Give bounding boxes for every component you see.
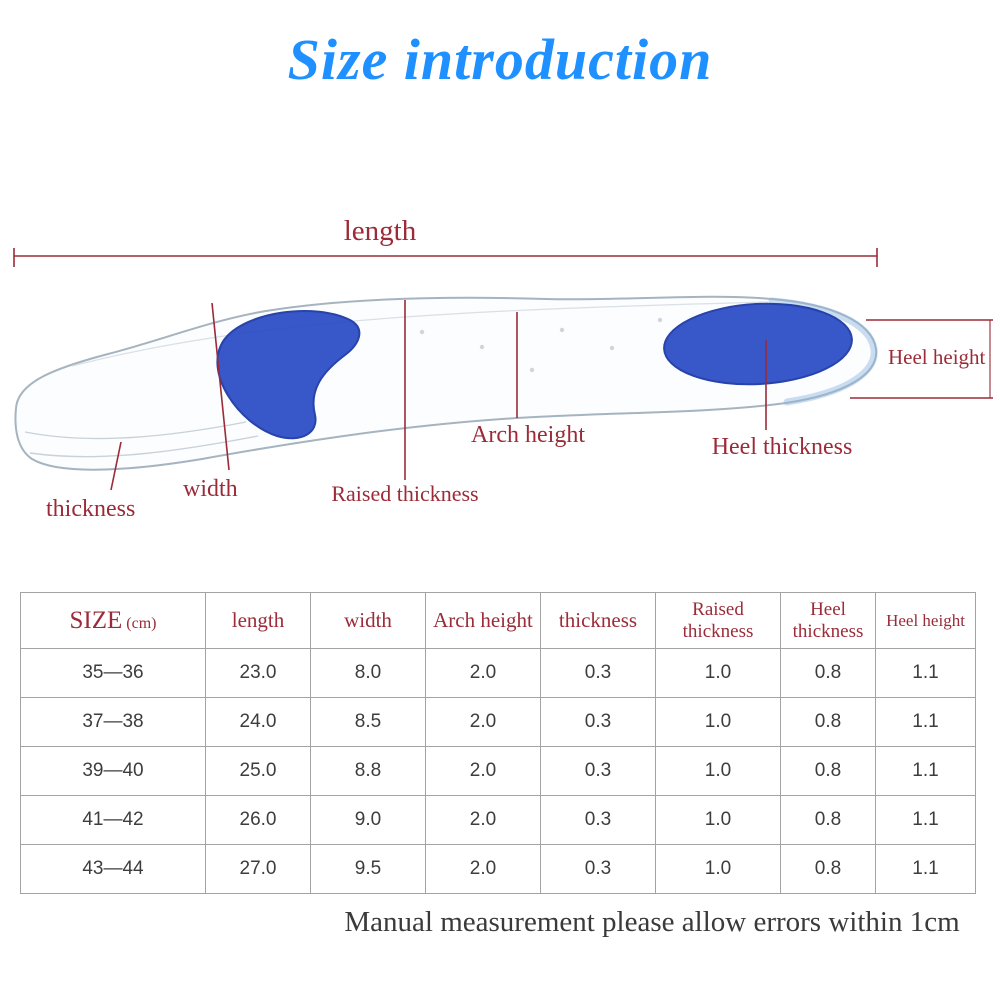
table-cell: 0.3 bbox=[540, 697, 656, 747]
table-cell: 8.8 bbox=[310, 746, 426, 796]
table-cell: 2.0 bbox=[425, 648, 541, 698]
table-cell: 1.0 bbox=[655, 844, 781, 894]
size-cell: 41—42 bbox=[20, 795, 206, 845]
col-header-width: width bbox=[310, 592, 426, 649]
table-row: 41—42 26.0 9.0 2.0 0.3 1.0 0.8 1.1 bbox=[20, 795, 976, 845]
table-cell: 2.0 bbox=[425, 844, 541, 894]
col-header-length: length bbox=[205, 592, 311, 649]
table-row: 35—36 23.0 8.0 2.0 0.3 1.0 0.8 1.1 bbox=[20, 648, 976, 698]
table-cell: 1.0 bbox=[655, 648, 781, 698]
table-row: 43—44 27.0 9.5 2.0 0.3 1.0 0.8 1.1 bbox=[20, 844, 976, 894]
width-pointer-line bbox=[211, 302, 230, 471]
label-raised-thickness: Raised thickness bbox=[331, 481, 479, 506]
size-header-unit: (cm) bbox=[126, 614, 157, 632]
table-row: 37—38 24.0 8.5 2.0 0.3 1.0 0.8 1.1 bbox=[20, 697, 976, 747]
surface-speck bbox=[529, 367, 535, 373]
col-header-raised-thickness: Raised thickness bbox=[655, 592, 781, 649]
table-cell: 0.3 bbox=[540, 795, 656, 845]
measurement-note: Manual measurement please allow errors w… bbox=[344, 906, 960, 938]
surface-speck bbox=[559, 327, 565, 333]
table-cell: 1.1 bbox=[875, 795, 976, 845]
col-header-size: SIZE (cm) bbox=[20, 592, 206, 649]
table-cell: 0.8 bbox=[780, 844, 876, 894]
table-cell: 2.0 bbox=[425, 795, 541, 845]
col-header-arch-height: Arch height bbox=[425, 592, 541, 649]
table-cell: 1.0 bbox=[655, 795, 781, 845]
table-row: 39—40 25.0 8.8 2.0 0.3 1.0 0.8 1.1 bbox=[20, 746, 976, 796]
table-cell: 0.3 bbox=[540, 844, 656, 894]
size-header-label: SIZE bbox=[69, 606, 123, 634]
table-cell: 0.3 bbox=[540, 648, 656, 698]
table-cell: 0.8 bbox=[780, 746, 876, 796]
table-cell: 1.1 bbox=[875, 746, 976, 796]
label-length: length bbox=[343, 215, 417, 247]
size-cell: 37—38 bbox=[20, 697, 206, 747]
table-cell: 25.0 bbox=[205, 746, 311, 796]
surface-speck bbox=[657, 317, 663, 323]
table-cell: 8.5 bbox=[310, 697, 426, 747]
label-heel-height: Heel height bbox=[888, 345, 986, 369]
heel-height-dimension-line bbox=[850, 319, 993, 399]
label-width: width bbox=[183, 476, 238, 502]
col-header-thickness: thickness bbox=[540, 592, 656, 649]
top-rim-line bbox=[71, 301, 769, 367]
size-cell: 43—44 bbox=[20, 844, 206, 894]
heel-gel-pad bbox=[663, 302, 853, 386]
table-cell: 26.0 bbox=[205, 795, 311, 845]
surface-speck bbox=[609, 345, 615, 351]
table-cell: 0.8 bbox=[780, 795, 876, 845]
table-cell: 0.3 bbox=[540, 746, 656, 796]
table-cell: 0.8 bbox=[780, 648, 876, 698]
insole-illustration bbox=[13, 248, 993, 491]
label-arch-height: Arch height bbox=[471, 422, 585, 448]
table-header-row: SIZE (cm) length width Arch height thickn… bbox=[20, 592, 976, 649]
label-thickness: thickness bbox=[46, 496, 136, 522]
col-header-heel-thickness: Heel thickness bbox=[780, 592, 876, 649]
table-cell: 1.0 bbox=[655, 697, 781, 747]
table-cell: 2.0 bbox=[425, 746, 541, 796]
thickness-pointer-line bbox=[110, 441, 122, 491]
table-cell: 24.0 bbox=[205, 697, 311, 747]
surface-speck bbox=[419, 329, 425, 335]
surface-speck bbox=[479, 344, 485, 350]
size-cell: 35—36 bbox=[20, 648, 206, 698]
table-cell: 2.0 bbox=[425, 697, 541, 747]
page-title: Size introduction bbox=[287, 27, 713, 92]
table-cell: 9.5 bbox=[310, 844, 426, 894]
table-cell: 1.1 bbox=[875, 648, 976, 698]
heel-edge-tint bbox=[768, 297, 878, 406]
size-table: SIZE (cm) length width Arch height thickn… bbox=[20, 592, 976, 894]
size-cell: 39—40 bbox=[20, 746, 206, 796]
table-cell: 1.1 bbox=[875, 697, 976, 747]
label-heel-thickness: Heel thickness bbox=[711, 434, 853, 460]
table-cell: 0.8 bbox=[780, 697, 876, 747]
table-cell: 1.1 bbox=[875, 844, 976, 894]
table-cell: 23.0 bbox=[205, 648, 311, 698]
table-cell: 27.0 bbox=[205, 844, 311, 894]
toe-contour-line bbox=[24, 421, 247, 440]
arch-gel-pad bbox=[216, 310, 361, 440]
table-cell: 8.0 bbox=[310, 648, 426, 698]
table-cell: 1.0 bbox=[655, 746, 781, 796]
insole-diagram: length Heel height Arch height Heel thic… bbox=[0, 170, 1000, 570]
col-header-heel-height: Heel height bbox=[875, 592, 976, 649]
toe-contour-line bbox=[29, 435, 259, 458]
length-dimension-line bbox=[13, 248, 878, 267]
table-cell: 9.0 bbox=[310, 795, 426, 845]
